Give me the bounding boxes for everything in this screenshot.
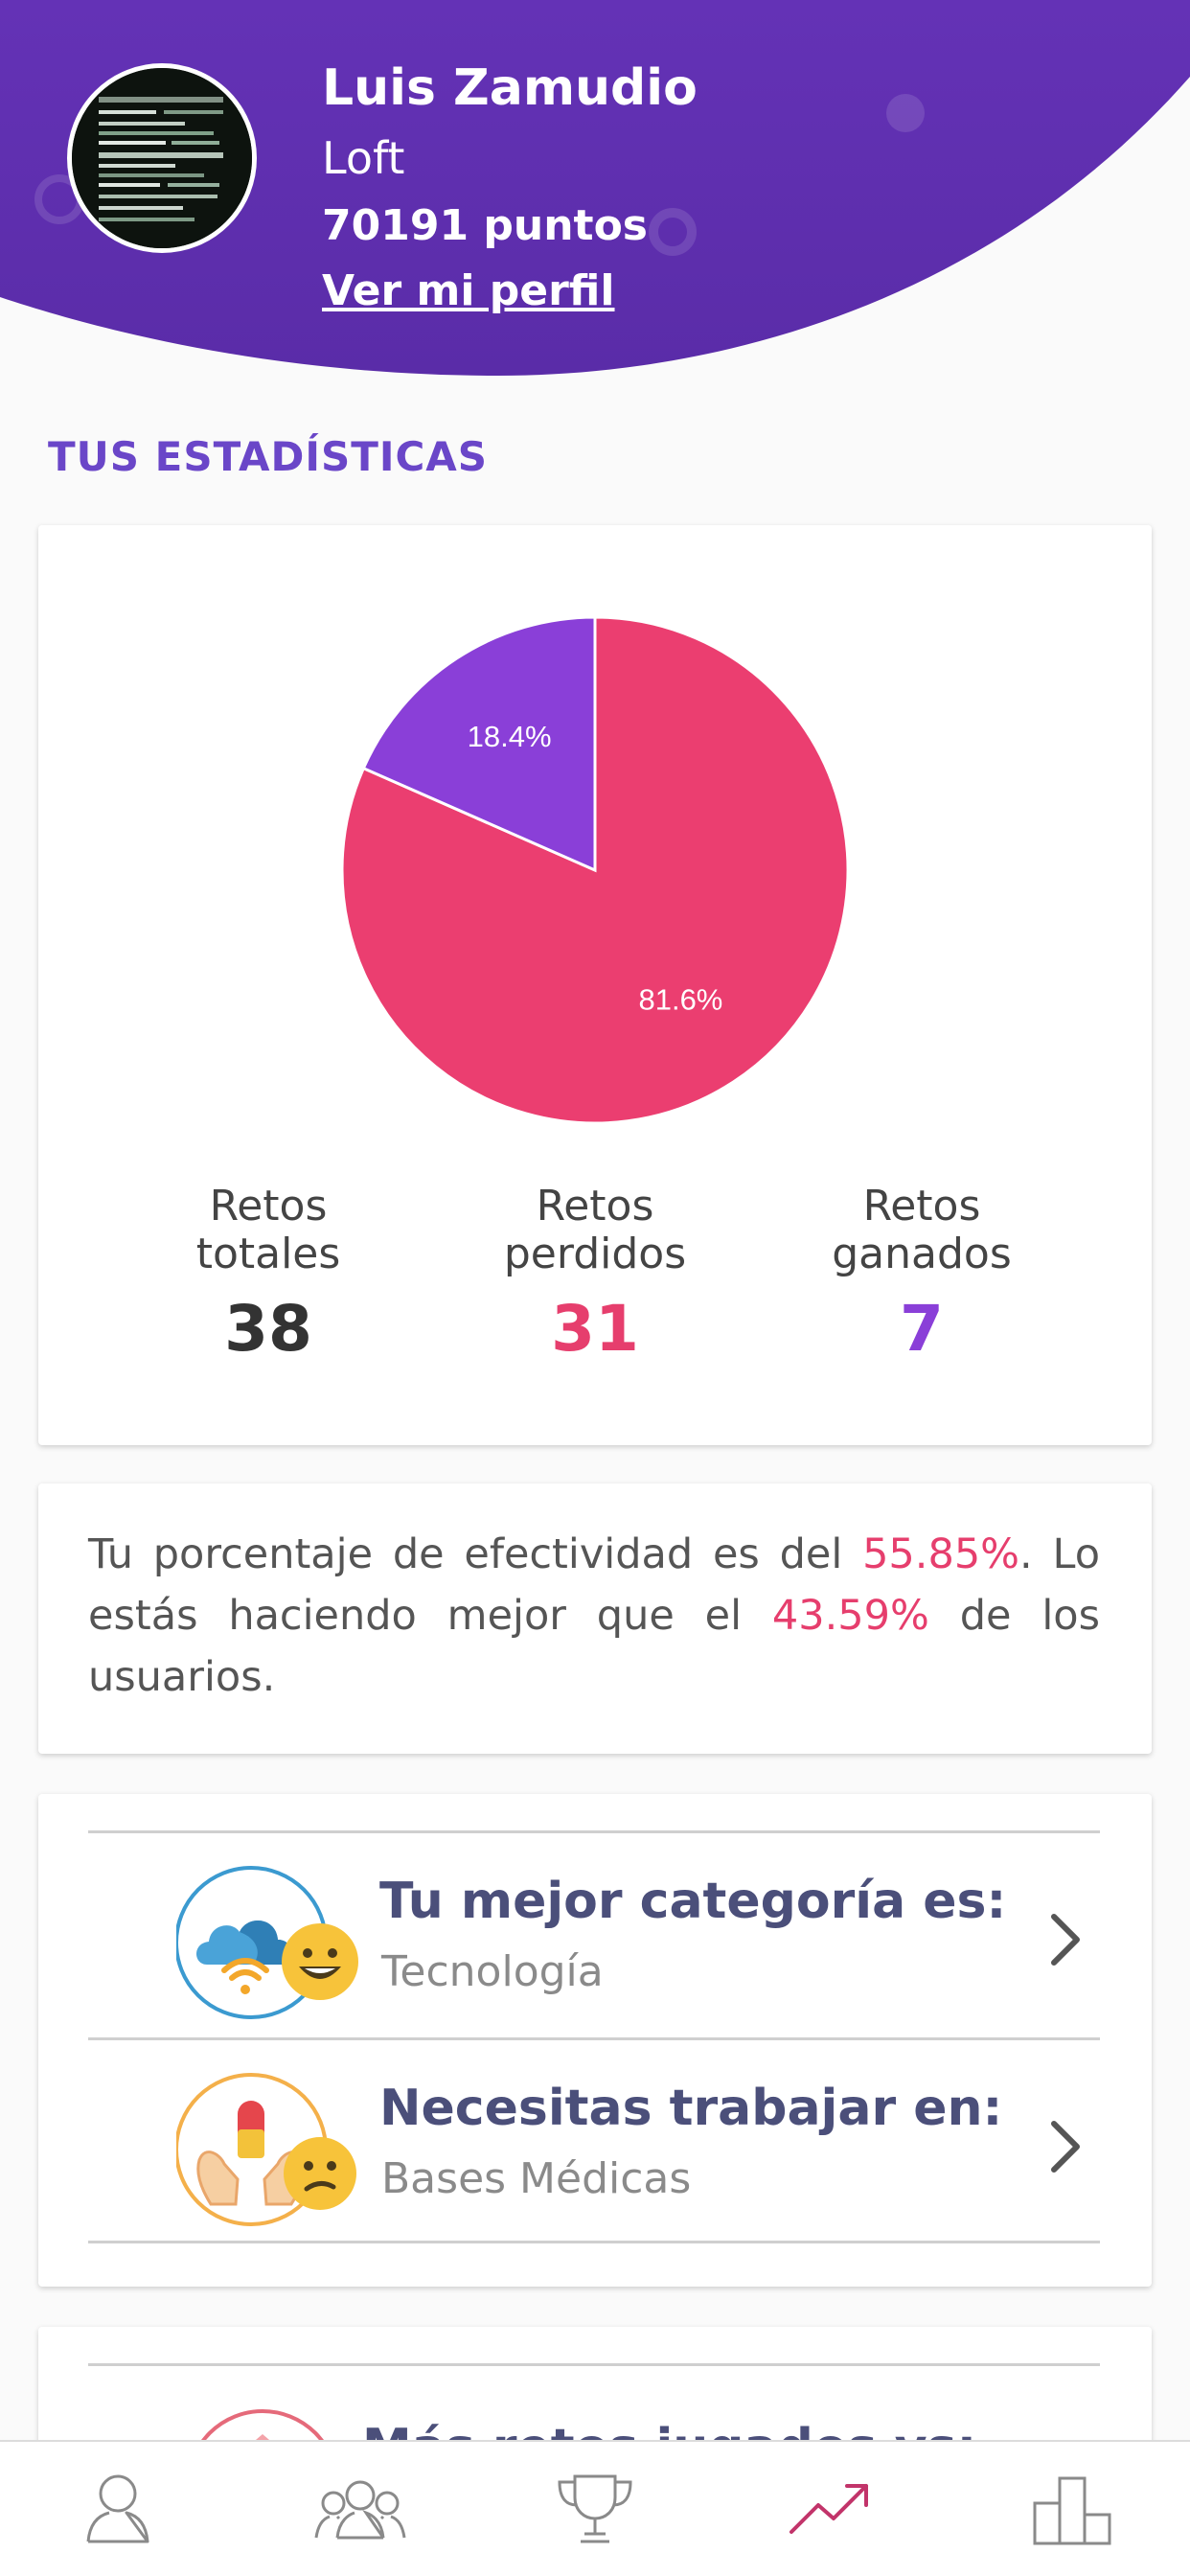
stat-lost-label-1: Retos xyxy=(536,1182,654,1230)
podium-icon xyxy=(1033,2476,1111,2545)
trending-up-icon xyxy=(790,2484,868,2534)
pie-slice-1 xyxy=(361,615,597,873)
percentile-value: 43.59% xyxy=(771,1592,929,1640)
effectiveness-text: Tu porcentaje de efectividad es del 55.8… xyxy=(88,1524,1100,1708)
pie-chart: 81.6% 18.4% xyxy=(340,615,850,1125)
medical-category-icon xyxy=(176,2073,356,2226)
stats-card: 81.6% 18.4% Retos totales 38 Retos perdid… xyxy=(38,525,1152,1445)
stat-lost-label-2: perdidos xyxy=(503,1230,687,1278)
user-name: Luis Zamudio xyxy=(322,59,698,117)
pie-slice-label-1: 18.4% xyxy=(468,720,552,753)
stat-won-value: 7 xyxy=(900,1292,944,1366)
chevron-right-icon xyxy=(1051,1914,1080,1966)
weak-category-name: Bases Médicas xyxy=(381,2154,692,2203)
ranking-tab[interactable] xyxy=(1029,2471,1115,2547)
trophies-tab[interactable] xyxy=(552,2471,638,2547)
best-category-row[interactable]: Tu mejor categoría es: Tecnología xyxy=(88,1834,1100,2036)
friends-tab[interactable] xyxy=(312,2471,408,2547)
section-title: TUS ESTADÍSTICAS xyxy=(48,433,489,480)
effectiveness-text-3: de los usuarios. xyxy=(88,1592,1101,1701)
divider xyxy=(88,2037,1100,2040)
stat-won-label-1: Retos xyxy=(862,1182,981,1230)
stat-won: Retos ganados 7 xyxy=(759,1182,1085,1367)
best-category-title: Tu mejor categoría es: xyxy=(379,1873,1007,1930)
user-points: 70191 puntos xyxy=(322,201,648,250)
person-icon xyxy=(86,2474,149,2543)
weak-category-title: Necesitas trabajar en: xyxy=(379,2080,1003,2137)
divider xyxy=(88,2241,1100,2243)
stat-total-label-1: Retos xyxy=(209,1182,328,1230)
stat-total-label-2: totales xyxy=(195,1230,341,1278)
weak-category-row[interactable]: Necesitas trabajar en: Bases Médicas xyxy=(88,2041,1100,2242)
effectiveness-card: Tu porcentaje de efectividad es del 55.8… xyxy=(38,1484,1152,1754)
divider xyxy=(88,1830,1100,1833)
technology-category-icon xyxy=(176,1866,358,2019)
divider xyxy=(88,2363,1100,2366)
best-category-name: Tecnología xyxy=(381,1947,604,1996)
stat-won-label-2: ganados xyxy=(832,1230,1012,1278)
pie-slice-label-0: 81.6% xyxy=(638,982,722,1016)
stats-tab[interactable] xyxy=(788,2471,874,2547)
user-level: Loft xyxy=(322,132,405,184)
bottom-nav xyxy=(0,2440,1190,2576)
trophy-icon xyxy=(558,2474,632,2543)
stat-lost-value: 31 xyxy=(551,1292,639,1366)
profile-tab[interactable] xyxy=(75,2471,161,2547)
stat-total-value: 38 xyxy=(224,1292,312,1366)
category-card: Tu mejor categoría es: Tecnología Necesi… xyxy=(38,1794,1152,2287)
effectiveness-text-2: . Lo estás haciendo mejor que el xyxy=(88,1530,1100,1640)
avatar-image xyxy=(72,68,252,248)
effectiveness-text-1: Tu porcentaje de efectividad es del xyxy=(88,1530,863,1578)
avatar[interactable] xyxy=(67,63,257,253)
pie-slice-0 xyxy=(340,615,850,1125)
stat-lost: Retos perdidos 31 xyxy=(432,1182,758,1367)
view-profile-link[interactable]: Ver mi perfil xyxy=(322,266,615,315)
chevron-right-icon xyxy=(1051,2121,1080,2173)
effectiveness-value: 55.85% xyxy=(862,1530,1020,1578)
group-icon xyxy=(314,2480,406,2540)
stat-total: Retos totales 38 xyxy=(105,1182,431,1367)
